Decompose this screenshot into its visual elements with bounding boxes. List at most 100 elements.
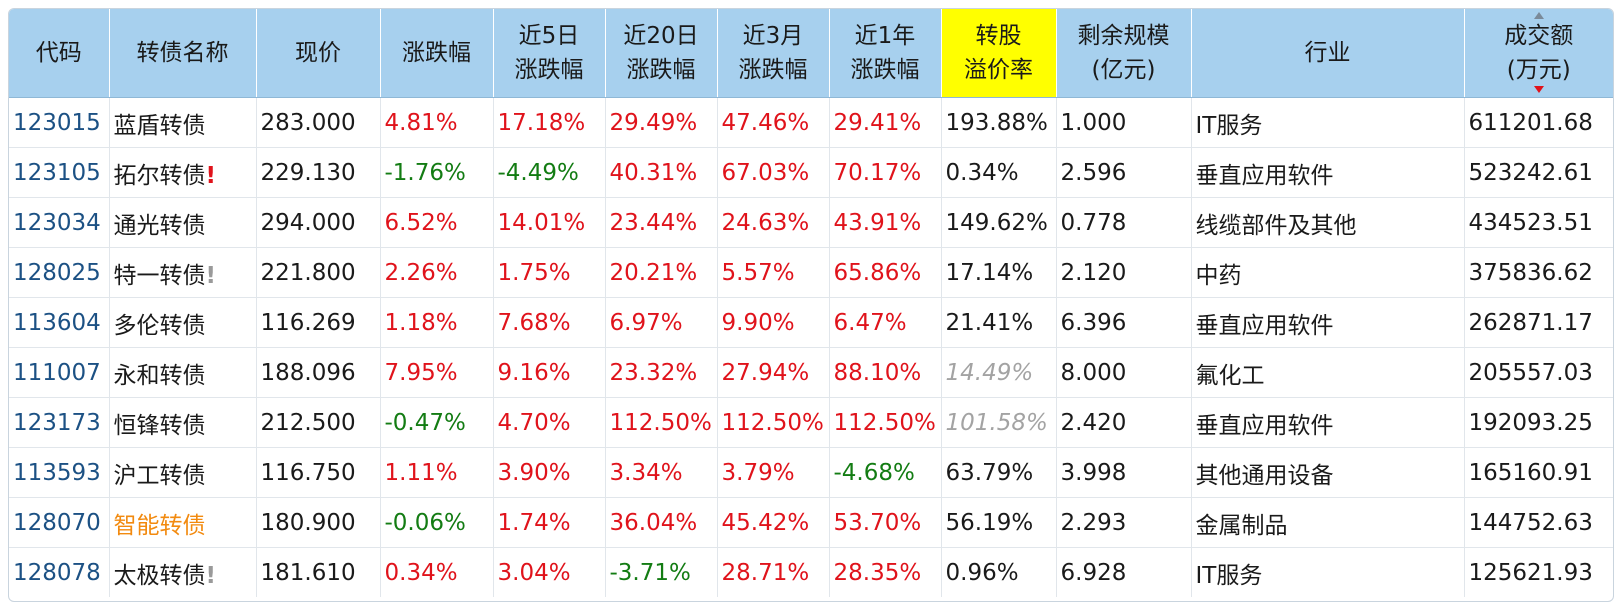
table-row[interactable]: 128078 太极转债! 181.610 0.34% 3.04% -3.71% 28.71%… — [9, 547, 1613, 598]
code-cell-text[interactable]: 123034 — [13, 209, 101, 236]
code-cell[interactable]: 128070 — [9, 497, 110, 548]
change-cell: 6.52% — [380, 197, 494, 248]
premium-cell: 17.14% — [941, 247, 1057, 298]
header-price-label-0: 现价 — [295, 40, 341, 66]
change-3m-cell: 67.03% — [717, 147, 830, 198]
name-cell-text[interactable]: 特一转债 — [113, 262, 206, 289]
volume-cell: 165160.91 — [1464, 447, 1613, 498]
price-cell: 116.750 — [256, 447, 381, 498]
change-5d-cell-text: 9.16% — [497, 359, 571, 386]
volume-cell-text: 523242.61 — [1468, 159, 1593, 186]
name-cell-text[interactable]: 多伦转债 — [113, 312, 206, 339]
name-cell[interactable]: 智能转债 — [109, 497, 257, 548]
industry-cell-text: IT服务 — [1195, 562, 1263, 589]
price-cell: 221.800 — [256, 247, 381, 298]
name-cell-text[interactable]: 永和转债 — [113, 362, 206, 389]
change-1y-cell: 6.47% — [829, 297, 942, 348]
name-cell-text[interactable]: 蓝盾转债 — [113, 112, 206, 139]
table-row[interactable]: 113604 多伦转债 116.269 1.18% 7.68% 6.97% 9.90% 6.4… — [9, 297, 1613, 348]
code-cell-text[interactable]: 128070 — [13, 509, 101, 536]
name-cell[interactable]: 多伦转债 — [109, 297, 257, 348]
remaining-size-cell: 1.000 — [1056, 97, 1192, 148]
premium-cell-text: 21.41% — [945, 309, 1034, 336]
name-cell-text[interactable]: 通光转债 — [113, 212, 206, 239]
name-cell-text[interactable]: 太极转债 — [113, 562, 206, 589]
change-3m-cell-text: 24.63% — [721, 209, 810, 236]
change-3m-cell-text: 112.50% — [721, 409, 824, 436]
change-20d-cell: 40.31% — [605, 147, 718, 198]
header-code[interactable]: 代码 — [9, 9, 110, 98]
name-cell[interactable]: 永和转债 — [109, 347, 257, 398]
change-cell-text: 2.26% — [384, 259, 458, 286]
header-change[interactable]: 涨跌幅 — [380, 9, 494, 98]
code-cell-text[interactable]: 113604 — [13, 309, 101, 336]
premium-cell-text: 14.49% — [945, 359, 1034, 386]
change-3m-cell: 9.90% — [717, 297, 830, 348]
code-cell-text[interactable]: 128025 — [13, 259, 101, 286]
code-cell[interactable]: 123034 — [9, 197, 110, 248]
header-change-1y[interactable]: 近1年 涨跌幅 — [829, 9, 942, 98]
remaining-size-cell-text: 3.998 — [1060, 459, 1127, 486]
industry-cell-text: 其他通用设备 — [1195, 462, 1334, 489]
volume-cell: 125621.93 — [1464, 548, 1613, 598]
table-row[interactable]: 123015 蓝盾转债 283.000 4.81% 17.18% 29.49% 47.46%… — [9, 97, 1613, 148]
table-row[interactable]: 123105 拓尔转债! 229.130 -1.76% -4.49% 40.31% 67.0… — [9, 147, 1613, 198]
code-cell-text[interactable]: 111007 — [13, 359, 101, 386]
header-change-5d[interactable]: 近5日 涨跌幅 — [493, 9, 606, 98]
premium-cell-text: 63.79% — [945, 459, 1034, 486]
name-cell[interactable]: 蓝盾转债 — [109, 97, 257, 148]
change-20d-cell-text: 36.04% — [609, 509, 698, 536]
premium-cell-text: 101.58% — [945, 409, 1048, 436]
table-row[interactable]: 128070 智能转债 180.900 -0.06% 1.74% 36.04% 45.42%… — [9, 497, 1613, 548]
table-row[interactable]: 113593 沪工转债 116.750 1.11% 3.90% 3.34% 3.79% -4.… — [9, 447, 1613, 498]
change-3m-cell: 5.57% — [717, 247, 830, 298]
name-cell[interactable]: 太极转债! — [109, 547, 257, 597]
code-cell[interactable]: 128078 — [9, 547, 110, 597]
code-cell-text[interactable]: 113593 — [13, 459, 101, 486]
name-cell[interactable]: 恒锋转债 — [109, 397, 257, 448]
sort-descending-icon[interactable] — [1533, 86, 1544, 93]
header-change-3m[interactable]: 近3月 涨跌幅 — [717, 9, 830, 98]
code-cell[interactable]: 123015 — [9, 97, 110, 148]
name-cell-text[interactable]: 沪工转债 — [113, 462, 206, 489]
code-cell[interactable]: 113604 — [9, 297, 110, 348]
name-cell[interactable]: 通光转债 — [109, 197, 257, 248]
sort-ascending-icon[interactable] — [1533, 12, 1544, 19]
table-row[interactable]: 128025 特一转债! 221.800 2.26% 1.75% 20.21% 5.57% 6… — [9, 247, 1613, 298]
header-conversion-premium[interactable]: 转股 溢价率 — [941, 9, 1057, 98]
code-cell[interactable]: 123173 — [9, 397, 110, 448]
name-cell-text[interactable]: 拓尔转债 — [113, 162, 206, 189]
volume-cell: 205557.03 — [1464, 347, 1613, 398]
header-industry[interactable]: 行业 — [1191, 9, 1465, 98]
industry-cell-text: 氟化工 — [1195, 362, 1265, 389]
table-row[interactable]: 123173 恒锋转债 212.500 -0.47% 4.70% 112.50% 112.5… — [9, 397, 1613, 448]
code-cell[interactable]: 128025 — [9, 247, 110, 298]
table-row[interactable]: 123034 通光转债 294.000 6.52% 14.01% 23.44% 24.63%… — [9, 197, 1613, 248]
code-cell[interactable]: 113593 — [9, 447, 110, 498]
header-change-5d-label-0: 近5日 — [518, 23, 580, 49]
code-cell[interactable]: 111007 — [9, 347, 110, 398]
code-cell-text[interactable]: 123105 — [13, 159, 101, 186]
header-change-20d[interactable]: 近20日 涨跌幅 — [605, 9, 718, 98]
code-cell[interactable]: 123105 — [9, 147, 110, 198]
name-cell-text[interactable]: 智能转债 — [113, 512, 206, 539]
header-name[interactable]: 转债名称 — [109, 9, 257, 98]
code-cell-text[interactable]: 123173 — [13, 409, 101, 436]
name-cell[interactable]: 沪工转债 — [109, 447, 257, 498]
header-volume[interactable]: 成交额 (万元) — [1464, 9, 1613, 98]
table-row[interactable]: 111007 永和转债 188.096 7.95% 9.16% 23.32% 27.94% 8… — [9, 347, 1613, 398]
header-remaining-size-label-0: 剩余规模 — [1077, 23, 1170, 49]
code-cell-text[interactable]: 128078 — [13, 559, 101, 586]
change-cell: 7.95% — [380, 347, 494, 398]
header-remaining-size[interactable]: 剩余规模 (亿元) — [1056, 9, 1192, 98]
industry-cell: 垂直应用软件 — [1191, 397, 1465, 448]
change-cell: 1.11% — [380, 447, 494, 498]
name-cell-text[interactable]: 恒锋转债 — [113, 412, 206, 439]
header-price[interactable]: 现价 — [256, 9, 381, 98]
name-cell[interactable]: 特一转债! — [109, 247, 257, 298]
name-cell[interactable]: 拓尔转债! — [109, 147, 257, 198]
code-cell-text[interactable]: 123015 — [13, 109, 101, 136]
change-1y-cell: 65.86% — [829, 247, 942, 298]
header-industry-label-0: 行业 — [1304, 40, 1351, 66]
change-5d-cell-text: 4.70% — [497, 409, 571, 436]
